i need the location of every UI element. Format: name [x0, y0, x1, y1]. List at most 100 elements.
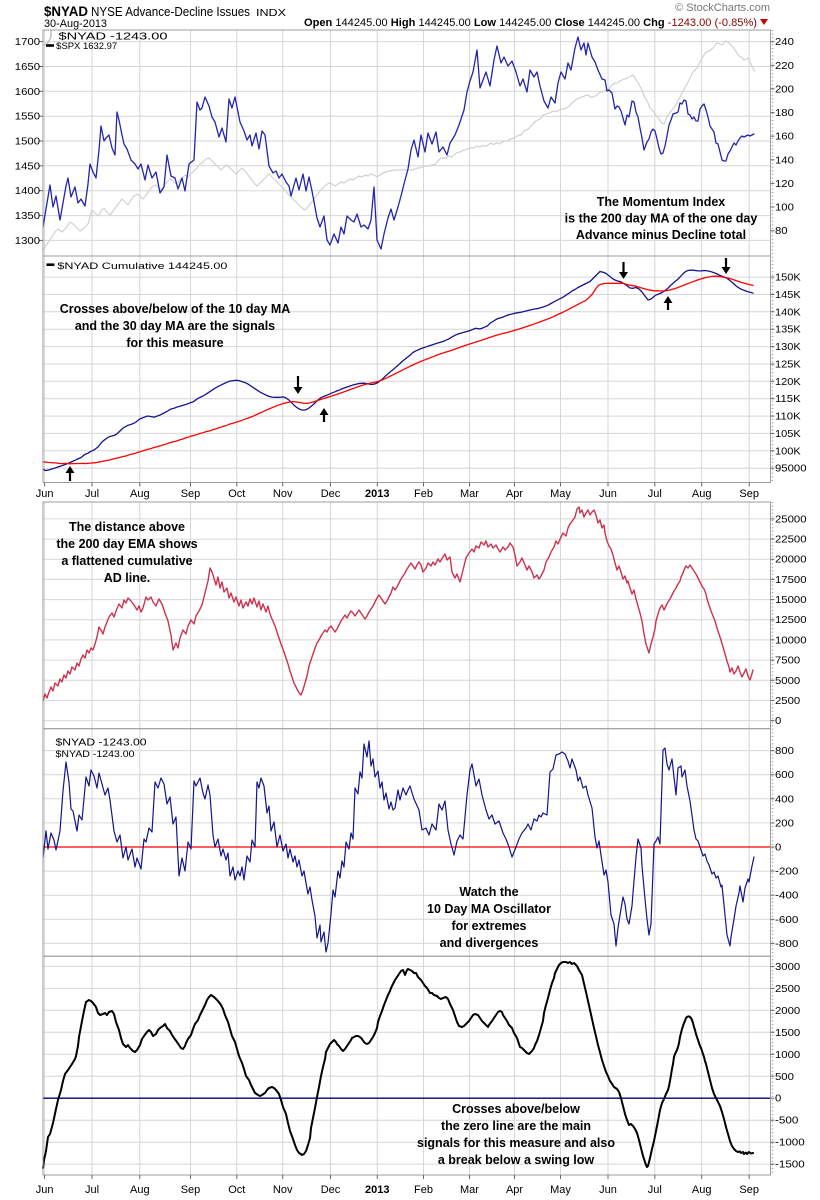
svg-text:2013: 2013 [365, 488, 389, 500]
svg-text:INDX: INDX [256, 8, 286, 19]
svg-text:Sep: Sep [181, 488, 201, 500]
svg-text:200: 200 [775, 83, 794, 95]
svg-text:Feb: Feb [414, 1184, 433, 1196]
svg-text:Crosses above/below: Crosses above/below [452, 1102, 580, 1116]
svg-text:-200: -200 [775, 866, 799, 878]
svg-text:$SPX 1632.97: $SPX 1632.97 [56, 41, 117, 51]
svg-text:140: 140 [775, 154, 794, 166]
svg-text:600: 600 [775, 769, 794, 781]
svg-text:The Momentum Index: The Momentum Index [597, 195, 726, 209]
svg-text:Watch the: Watch the [459, 885, 518, 899]
svg-text:a flattened cumulative: a flattened cumulative [61, 554, 192, 568]
svg-text:120K: 120K [775, 376, 801, 388]
svg-text:Crosses above/below of the 10: Crosses above/below of the 10 day MA [60, 302, 291, 316]
svg-text:Mar: Mar [460, 1184, 479, 1196]
svg-text:140K: 140K [775, 306, 801, 318]
svg-text:1400: 1400 [15, 185, 40, 197]
svg-text:AD line.: AD line. [104, 571, 151, 585]
svg-text:$NYAD: $NYAD [44, 4, 88, 19]
svg-text:2500: 2500 [775, 983, 800, 995]
svg-text:Oct: Oct [228, 1184, 245, 1196]
svg-text:135K: 135K [775, 324, 801, 336]
svg-text:2013: 2013 [365, 1184, 389, 1196]
svg-text:a break below a swing low: a break below a swing low [438, 1153, 595, 1167]
svg-text:10000: 10000 [775, 634, 807, 646]
svg-text:20000: 20000 [775, 554, 807, 566]
svg-text:Jul: Jul [85, 488, 99, 500]
svg-text:NYSE Advance-Decline Issues: NYSE Advance-Decline Issues [91, 5, 250, 19]
svg-text:Mar: Mar [460, 488, 479, 500]
svg-text:150K: 150K [775, 272, 801, 284]
svg-text:and the 30 day MA are the sign: and the 30 day MA are the signals [75, 319, 275, 333]
svg-text:Advance minus Decline total: Advance minus Decline total [576, 228, 746, 242]
svg-text:1450: 1450 [15, 160, 40, 172]
svg-text:-1500: -1500 [775, 1159, 805, 1171]
svg-text:1550: 1550 [15, 111, 40, 123]
svg-text:1350: 1350 [15, 210, 40, 222]
svg-text:$NYAD -1243.00: $NYAD -1243.00 [56, 738, 148, 749]
svg-text:400: 400 [775, 793, 794, 805]
svg-text:25000: 25000 [775, 513, 807, 525]
svg-text:105K: 105K [775, 428, 801, 440]
svg-text:95000: 95000 [775, 463, 807, 475]
svg-text:7500: 7500 [775, 655, 800, 667]
svg-text:Jun: Jun [599, 1184, 617, 1196]
svg-text:Jun: Jun [36, 488, 54, 500]
svg-text:2500: 2500 [775, 695, 800, 707]
svg-text:130K: 130K [775, 341, 801, 353]
svg-text:1000: 1000 [775, 1049, 800, 1061]
svg-text:200: 200 [775, 817, 794, 829]
svg-text:120: 120 [775, 178, 794, 190]
svg-text:15000: 15000 [775, 594, 807, 606]
svg-text:Jul: Jul [85, 1184, 99, 1196]
svg-text:17500: 17500 [775, 574, 807, 586]
svg-text:$NYAD -1243.00: $NYAD -1243.00 [56, 749, 135, 760]
svg-text:125K: 125K [775, 359, 801, 371]
svg-text:-400: -400 [775, 890, 799, 902]
svg-text:Dec: Dec [321, 1184, 341, 1196]
svg-text:Oct: Oct [228, 488, 245, 500]
svg-text:Jul: Jul [648, 488, 662, 500]
svg-text:1500: 1500 [15, 136, 40, 148]
svg-text:5000: 5000 [775, 675, 800, 687]
svg-text:160: 160 [775, 131, 794, 143]
svg-text:-800: -800 [775, 938, 799, 950]
svg-text:The distance above: The distance above [69, 520, 185, 534]
svg-text:2000: 2000 [775, 1005, 800, 1017]
svg-text:the zero line are the main: the zero line are the main [441, 1119, 591, 1133]
svg-text:the 200 day EMA shows: the 200 day EMA shows [56, 537, 197, 551]
svg-text:Apr: Apr [506, 1184, 523, 1196]
svg-text:0: 0 [775, 715, 781, 727]
svg-text:1600: 1600 [15, 86, 40, 98]
svg-text:145K: 145K [775, 289, 801, 301]
svg-text:115K: 115K [775, 393, 801, 405]
svg-text:is the 200 day MA of the one d: is the 200 day MA of the one day [565, 211, 758, 225]
svg-text:1650: 1650 [15, 61, 40, 73]
svg-text:1500: 1500 [775, 1027, 800, 1039]
svg-text:12500: 12500 [775, 614, 807, 626]
svg-text:May: May [550, 488, 571, 500]
svg-text:80: 80 [775, 225, 788, 237]
svg-text:May: May [550, 1184, 571, 1196]
svg-text:$NYAD Cumulative 144245.00: $NYAD Cumulative 144245.00 [57, 261, 227, 272]
svg-text:Apr: Apr [506, 488, 523, 500]
svg-text:and divergences: and divergences [440, 936, 539, 950]
svg-text:Sep: Sep [739, 488, 759, 500]
svg-text:Open 144245.00 High 144245.00: Open 144245.00 High 144245.00 Low 144245… [304, 17, 757, 29]
svg-text:0: 0 [775, 1093, 781, 1105]
svg-text:-1000: -1000 [775, 1137, 805, 1149]
svg-text:22500: 22500 [775, 534, 807, 546]
svg-text:for this measure: for this measure [126, 336, 223, 350]
svg-text:100: 100 [775, 202, 794, 214]
svg-text:© StockCharts.com: © StockCharts.com [675, 2, 770, 14]
svg-text:100K: 100K [775, 445, 801, 457]
svg-text:800: 800 [775, 745, 794, 757]
svg-text:240: 240 [775, 36, 794, 48]
svg-text:500: 500 [775, 1071, 794, 1083]
svg-text:-500: -500 [775, 1115, 799, 1127]
svg-text:for extremes: for extremes [451, 919, 526, 933]
svg-text:180: 180 [775, 107, 794, 119]
svg-text:110K: 110K [775, 411, 801, 423]
svg-text:1700: 1700 [15, 36, 40, 48]
svg-text:3000: 3000 [775, 961, 800, 973]
